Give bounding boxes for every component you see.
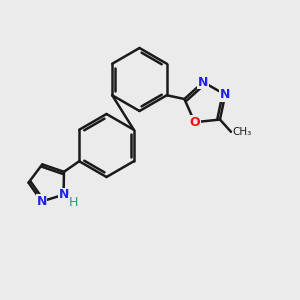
Text: N: N: [198, 76, 208, 88]
Text: N: N: [58, 188, 69, 201]
Text: N: N: [37, 195, 47, 208]
Text: CH₃: CH₃: [232, 127, 251, 137]
Text: H: H: [69, 196, 78, 209]
Text: O: O: [189, 116, 200, 129]
Text: N: N: [220, 88, 230, 101]
